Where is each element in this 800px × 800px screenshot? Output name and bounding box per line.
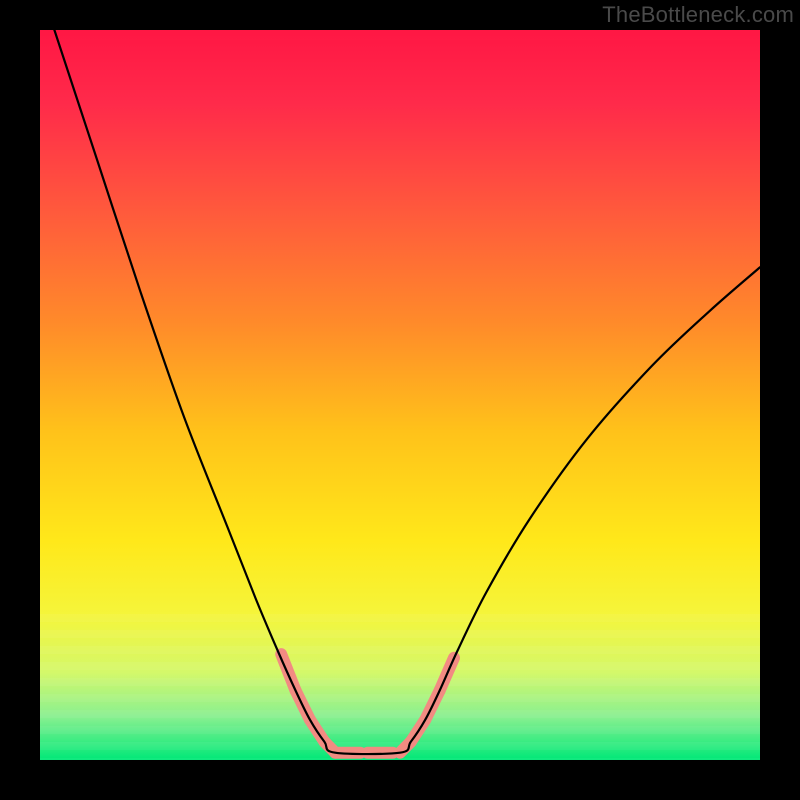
curve-layer bbox=[40, 30, 760, 760]
watermark-label: TheBottleneck.com bbox=[602, 2, 794, 28]
plot-area bbox=[40, 30, 760, 760]
v-curve bbox=[54, 30, 760, 754]
bottom-markers bbox=[281, 654, 454, 753]
